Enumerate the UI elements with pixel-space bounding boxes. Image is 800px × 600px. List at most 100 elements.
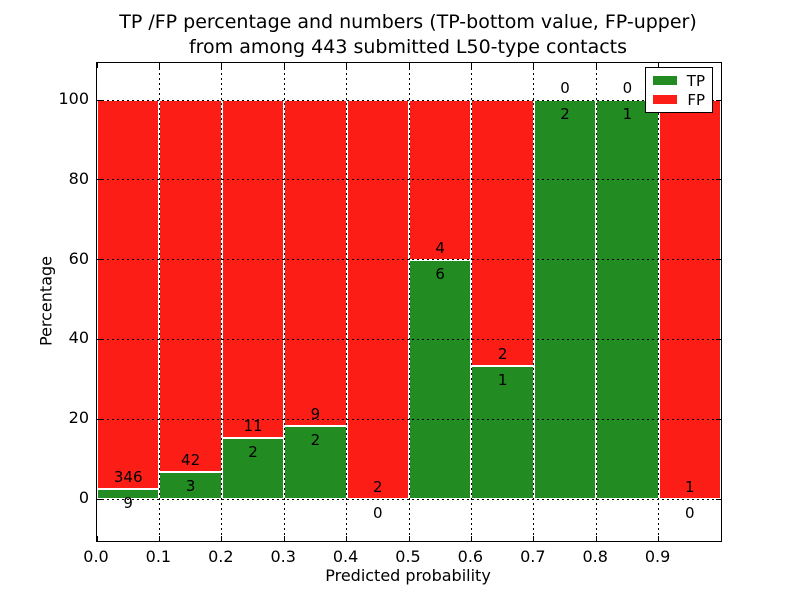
x-tick-mark bbox=[283, 536, 285, 541]
x-tick-mark bbox=[720, 536, 722, 541]
chart-title-line1: TP /FP percentage and numbers (TP-bottom… bbox=[119, 11, 697, 33]
y-tick-label: 20 bbox=[68, 408, 89, 428]
chart-title-line2: from among 443 submitted L50-type contac… bbox=[188, 36, 628, 58]
bar-count-label-tp: 9 bbox=[123, 494, 133, 513]
x-tick-mark-top bbox=[533, 63, 535, 68]
y-tick-mark bbox=[97, 99, 102, 101]
x-tick-mark-top bbox=[346, 63, 348, 68]
grid-line-horizontal bbox=[97, 259, 721, 261]
x-tick-mark-top bbox=[408, 63, 410, 68]
tp-legend-swatch-icon bbox=[653, 76, 677, 85]
legend: TP FP bbox=[645, 67, 713, 113]
grid-line-horizontal bbox=[97, 99, 721, 101]
y-tick-label: 0 bbox=[78, 488, 89, 507]
grid-line-vertical bbox=[221, 63, 223, 541]
y-tick-mark bbox=[97, 418, 102, 420]
bar-segment-fp bbox=[97, 100, 160, 490]
grid-line-vertical bbox=[346, 63, 348, 541]
x-tick-mark bbox=[658, 536, 660, 541]
x-tick-mark-top bbox=[658, 63, 660, 68]
bar-count-label-tp: 2 bbox=[248, 442, 258, 461]
bar-count-label-tp: 1 bbox=[622, 105, 633, 123]
grid-line-horizontal bbox=[97, 338, 721, 340]
legend-label-fp: FP bbox=[687, 90, 705, 109]
y-tick-label: 60 bbox=[68, 248, 89, 268]
bar-segment-tp bbox=[596, 100, 659, 499]
grid-line-vertical bbox=[283, 63, 285, 541]
bar-count-label-fp: 2 bbox=[373, 478, 383, 496]
grid-line-vertical bbox=[533, 63, 535, 541]
bar-segment-fp bbox=[471, 100, 534, 367]
bar-count-label-tp: 0 bbox=[373, 504, 383, 522]
y-tick-mark bbox=[97, 338, 102, 340]
bar-count-label-fp: 346 bbox=[113, 468, 143, 487]
bar-count-label-fp: 1 bbox=[685, 478, 695, 496]
x-tick-mark-top bbox=[720, 63, 722, 68]
bar-count-label-fp: 4 bbox=[435, 238, 445, 257]
x-tick-mark bbox=[408, 536, 410, 541]
y-tick-mark bbox=[97, 498, 102, 500]
fp-legend-swatch-icon bbox=[653, 95, 677, 104]
bar-count-label-tp: 3 bbox=[185, 477, 196, 496]
x-tick-label: 0.0 bbox=[83, 547, 109, 566]
bar-segment-fp bbox=[658, 100, 721, 499]
grid-line-horizontal bbox=[97, 179, 721, 181]
x-tick-mark bbox=[221, 536, 223, 541]
bar-segment-tp bbox=[533, 100, 597, 499]
y-tick-mark bbox=[97, 179, 102, 181]
legend-label-tp: TP bbox=[686, 71, 705, 90]
plot-area: 346 9 42 3 11 2 9 2 2 0 4 6 2 1 0 2 0 1 1 0 bbox=[96, 62, 722, 542]
y-axis-label: Percentage bbox=[36, 255, 56, 347]
y-tick-label: 80 bbox=[68, 168, 89, 188]
bar-count-label-fp: 0 bbox=[560, 79, 570, 97]
bar-segment-tp bbox=[221, 437, 285, 499]
x-tick-mark-top bbox=[96, 63, 98, 68]
x-tick-mark-top bbox=[283, 63, 285, 68]
x-axis-label: Predicted probability bbox=[325, 566, 491, 585]
x-tick-mark-top bbox=[470, 63, 472, 68]
grid-line-vertical bbox=[658, 63, 660, 541]
bar-count-label-tp: 1 bbox=[497, 371, 508, 390]
grid-line-vertical bbox=[408, 63, 410, 541]
bar-count-label-fp: 0 bbox=[622, 79, 633, 97]
y-tick-mark-right bbox=[716, 338, 721, 340]
bar-count-label-tp: 0 bbox=[685, 504, 695, 522]
x-tick-label: 0.5 bbox=[395, 547, 421, 566]
grid-line-vertical bbox=[470, 63, 472, 541]
bar-count-label-tp: 2 bbox=[560, 105, 570, 123]
y-tick-mark-right bbox=[716, 179, 721, 181]
bar-count-label-fp: 2 bbox=[497, 345, 508, 364]
legend-row-fp: FP bbox=[653, 92, 705, 108]
bar-segment-tp bbox=[409, 259, 472, 499]
y-tick-mark-right bbox=[716, 498, 721, 500]
y-tick-mark bbox=[97, 259, 102, 261]
x-tick-mark bbox=[96, 536, 98, 541]
x-tick-label: 0.2 bbox=[208, 547, 234, 566]
bar-segment-tp bbox=[159, 472, 222, 499]
grid-line-vertical bbox=[158, 63, 160, 541]
bar-segment-fp bbox=[284, 100, 347, 427]
bar-count-label-tp: 2 bbox=[310, 431, 321, 450]
grid-line-horizontal bbox=[97, 498, 721, 500]
x-tick-mark-top bbox=[158, 63, 160, 68]
y-tick-mark-right bbox=[716, 418, 721, 420]
x-tick-label: 0.8 bbox=[582, 547, 608, 566]
x-tick-mark-top bbox=[221, 63, 223, 68]
x-tick-label: 0.1 bbox=[145, 547, 172, 566]
bar-count-label-fp: 11 bbox=[243, 416, 263, 435]
x-tick-mark bbox=[595, 536, 597, 541]
x-tick-mark bbox=[346, 536, 348, 541]
x-tick-mark bbox=[533, 536, 535, 541]
bar-segment-tp bbox=[471, 366, 534, 499]
x-tick-label: 0.4 bbox=[332, 547, 359, 566]
grid-line-vertical bbox=[595, 63, 597, 541]
x-tick-mark-top bbox=[595, 63, 597, 68]
bar-segment-fp bbox=[346, 100, 409, 499]
y-tick-mark-right bbox=[716, 259, 721, 261]
y-tick-mark-right bbox=[716, 99, 721, 101]
bar-segment-tp bbox=[97, 489, 160, 499]
legend-row-tp: TP bbox=[653, 73, 705, 89]
bar-segment-tp bbox=[284, 426, 347, 499]
chart-title: TP /FP percentage and numbers (TP-bottom… bbox=[16, 10, 800, 60]
